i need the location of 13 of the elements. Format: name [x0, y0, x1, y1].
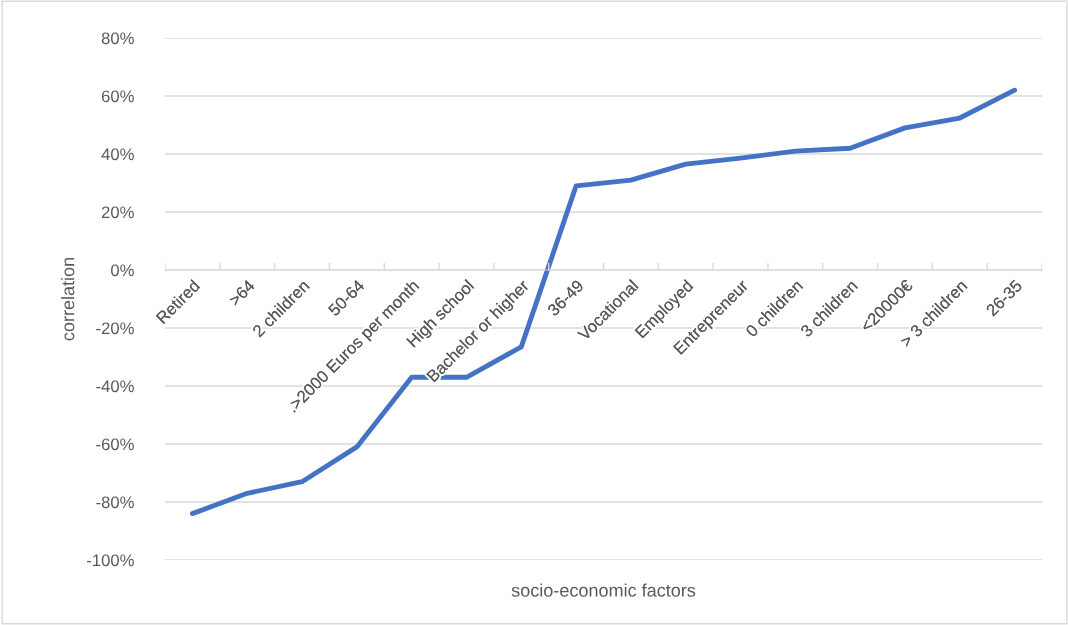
y-axis-title: correlation — [61, 258, 75, 341]
y-tick-label: -100% — [87, 554, 134, 567]
y-tick-label: -80% — [96, 496, 134, 509]
y-tick-label: 80% — [101, 32, 134, 45]
y-tick-label: -40% — [96, 380, 134, 393]
y-tick-label: 60% — [101, 90, 134, 103]
y-tick-label: -60% — [96, 438, 134, 451]
y-tick-label: 0% — [111, 264, 134, 277]
y-tick-label: 40% — [101, 148, 134, 161]
y-tick-label: -20% — [96, 322, 134, 335]
y-tick-label: 20% — [101, 206, 134, 219]
x-tick-label: >64 — [228, 278, 256, 307]
x-axis-title: socio-economic factors — [511, 583, 696, 597]
